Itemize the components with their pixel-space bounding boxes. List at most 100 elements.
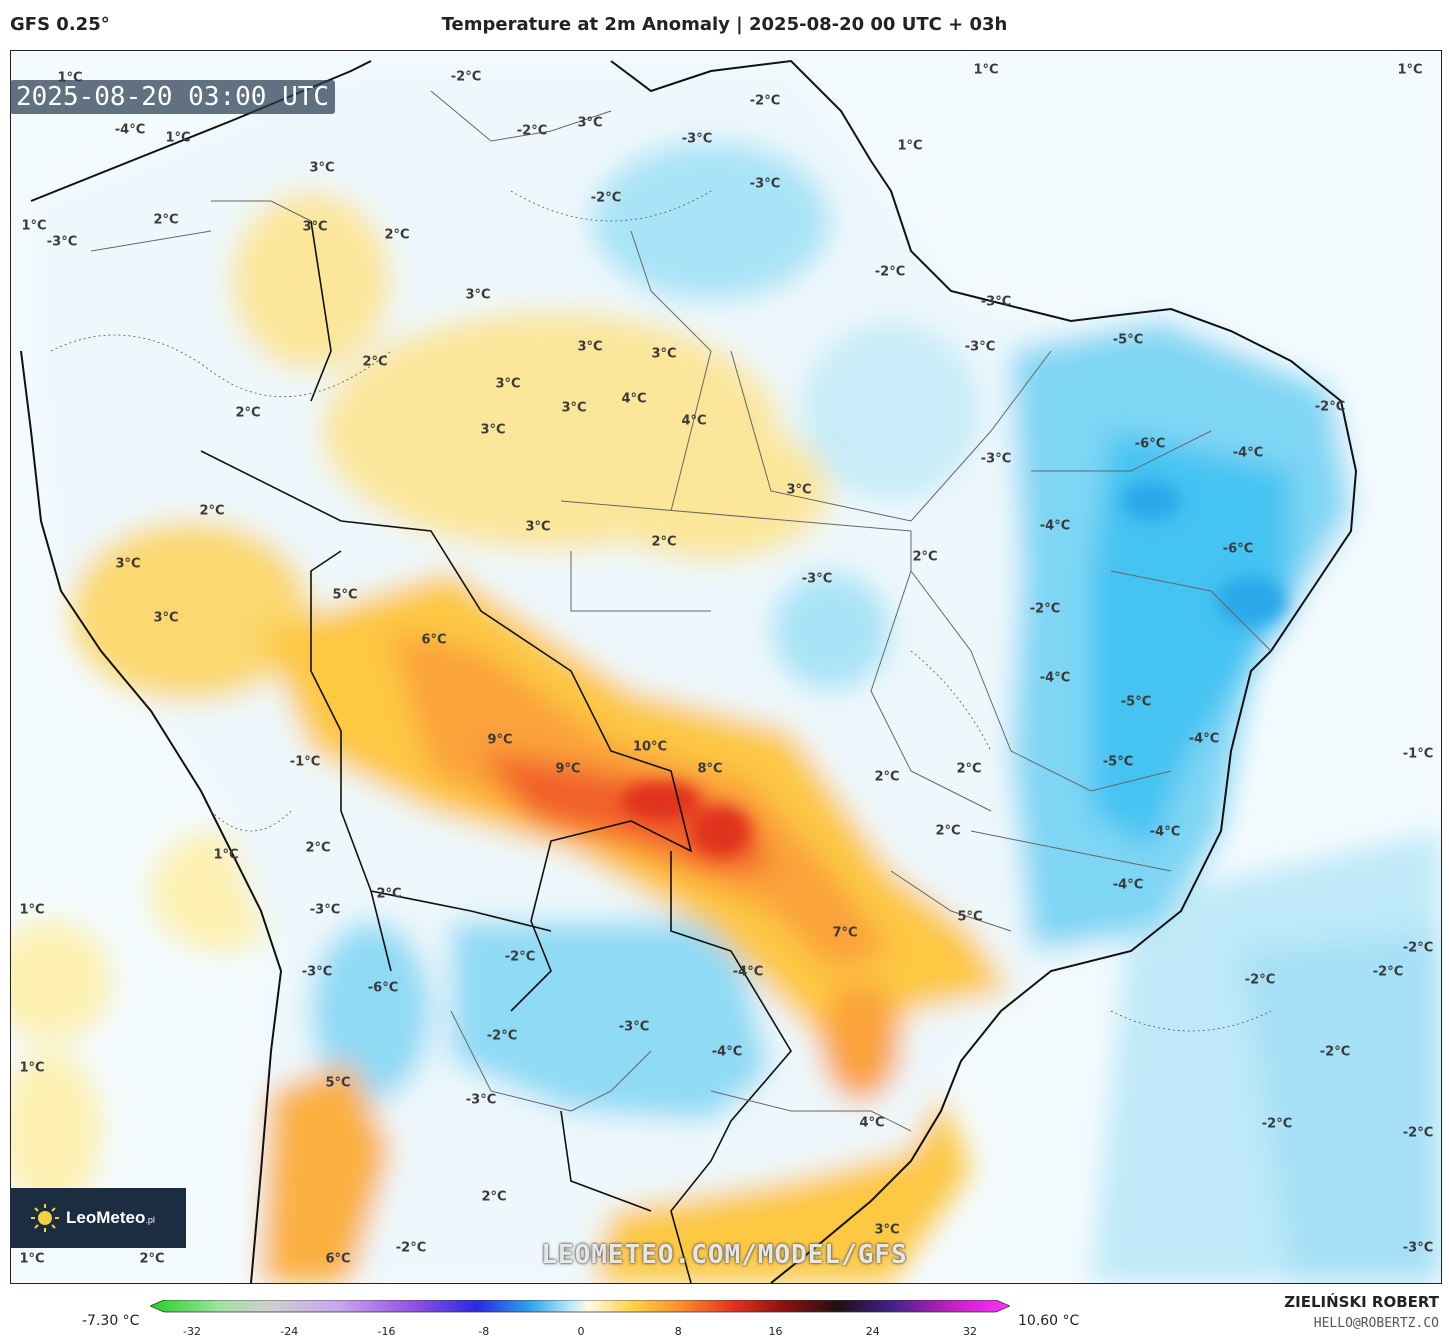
- anomaly-label: -3°C: [46, 234, 78, 250]
- anomaly-label: 3°C: [115, 556, 141, 572]
- anomaly-label: 2°C: [139, 1251, 165, 1267]
- anomaly-label: -2°C: [1244, 972, 1276, 988]
- anomaly-label: -4°C: [711, 1044, 743, 1060]
- anomaly-label: -3°C: [301, 964, 333, 980]
- anomaly-label: 1°C: [1397, 62, 1423, 78]
- anomaly-label: 5°C: [332, 587, 358, 603]
- anomaly-label: 10°C: [632, 739, 668, 755]
- anomaly-label: 2°C: [153, 212, 179, 228]
- anomaly-label: 4°C: [859, 1115, 885, 1131]
- anomaly-label: 2°C: [651, 534, 677, 550]
- anomaly-label: 2°C: [235, 405, 261, 421]
- anomaly-label: 7°C: [832, 925, 858, 941]
- anomaly-label: 2°C: [874, 769, 900, 785]
- anomaly-label: -2°C: [1029, 601, 1061, 617]
- anomaly-label: 2°C: [305, 840, 331, 856]
- anomaly-label: -3°C: [801, 571, 833, 587]
- colorbar-tick: 8: [674, 1325, 682, 1338]
- anomaly-label: -4°C: [1112, 877, 1144, 893]
- anomaly-label: -6°C: [1222, 541, 1254, 557]
- anomaly-label: -1°C: [1402, 746, 1434, 762]
- colorbar-tick: -16: [377, 1325, 396, 1338]
- anomaly-label: 3°C: [465, 287, 491, 303]
- anomaly-label: -6°C: [1134, 436, 1166, 452]
- model-url-watermark: LEOMETEO.COM/MODEL/GFS: [541, 1240, 908, 1270]
- anomaly-label: 1°C: [19, 1251, 45, 1267]
- anomaly-label: -4°C: [1039, 670, 1071, 686]
- anomaly-label: 5°C: [957, 909, 983, 925]
- colorbar-tick: 24: [865, 1325, 880, 1338]
- anomaly-label: -2°C: [1261, 1116, 1293, 1132]
- anomaly-label: 4°C: [681, 413, 707, 429]
- anomaly-label: 2°C: [384, 227, 410, 243]
- colorbar-tick: -24: [280, 1325, 299, 1338]
- anomaly-label: 1°C: [19, 902, 45, 918]
- state-borders: [90, 90, 1272, 1132]
- leometeo-logo[interactable]: LeoMeteo.pl: [10, 1188, 186, 1248]
- anomaly-label: 3°C: [786, 482, 812, 498]
- anomaly-label: -2°C: [516, 123, 548, 139]
- anomaly-label: -3°C: [465, 1092, 497, 1108]
- sun-icon: [30, 1203, 60, 1233]
- logo-wordmark: LeoMeteo.pl: [66, 1208, 155, 1227]
- anomaly-label: -5°C: [1120, 694, 1152, 710]
- anomaly-label: -4°C: [1188, 731, 1220, 747]
- anomaly-label: -2°C: [395, 1240, 427, 1256]
- anomaly-label: -2°C: [1314, 399, 1346, 415]
- valid-time-badge: 2025-08-20 03:00 UTC: [10, 80, 336, 114]
- anomaly-label: -5°C: [1102, 754, 1134, 770]
- anomaly-label: 3°C: [480, 422, 506, 438]
- anomaly-label: 1°C: [21, 218, 47, 234]
- anomaly-label: -2°C: [1402, 1125, 1434, 1141]
- anomaly-label: 3°C: [309, 160, 335, 176]
- anomaly-label: 3°C: [651, 346, 677, 362]
- anomaly-label: 9°C: [487, 732, 513, 748]
- anomaly-label: 1°C: [897, 138, 923, 154]
- anomaly-label: -2°C: [749, 93, 781, 109]
- anomaly-label: -2°C: [1402, 940, 1434, 956]
- anomaly-label: -4°C: [1149, 824, 1181, 840]
- colorbar-tick: 0: [577, 1325, 585, 1338]
- colorbar: [150, 1300, 1010, 1313]
- anomaly-label: -2°C: [1319, 1044, 1351, 1060]
- anomaly-label: -2°C: [1372, 964, 1404, 980]
- anomaly-label: 2°C: [956, 761, 982, 777]
- anomaly-label: 2°C: [362, 354, 388, 370]
- colorbar-tick: -8: [478, 1325, 490, 1338]
- anomaly-label: 1°C: [165, 130, 191, 146]
- anomaly-label: -4°C: [1039, 518, 1071, 534]
- anomaly-label: 3°C: [495, 376, 521, 392]
- anomaly-label: 3°C: [874, 1222, 900, 1238]
- anomaly-map[interactable]: 1°C 1°C 1°C -2°C 3°C -2°C -4°C 1°C -2°C -3°C 1°C 3°…: [10, 50, 1442, 1284]
- anomaly-label: 2°C: [376, 886, 402, 902]
- anomaly-label: 2°C: [199, 503, 225, 519]
- anomaly-label: -3°C: [980, 294, 1012, 310]
- anomaly-label: 3°C: [577, 115, 603, 131]
- anomaly-label: 2°C: [481, 1189, 507, 1205]
- anomaly-label: 5°C: [325, 1075, 351, 1091]
- anomaly-label: 6°C: [325, 1251, 351, 1267]
- anomaly-label: -3°C: [964, 339, 996, 355]
- anomaly-label: 6°C: [421, 632, 447, 648]
- anomaly-label: -3°C: [1402, 1240, 1434, 1256]
- anomaly-label: -1°C: [289, 754, 321, 770]
- anomaly-label: -3°C: [980, 451, 1012, 467]
- colorbar-max-label: 10.60 °C: [1018, 1313, 1080, 1329]
- colorbar-tick: -32: [183, 1325, 201, 1338]
- coastline: [20, 59, 1358, 1283]
- anomaly-label: 3°C: [302, 219, 328, 235]
- anomaly-label: 9°C: [555, 761, 581, 777]
- anomaly-label: -3°C: [681, 131, 713, 147]
- anomaly-label: -4°C: [114, 122, 146, 138]
- author-email[interactable]: HELLO@ROBERTZ.CO: [1313, 1316, 1439, 1331]
- anomaly-label: 1°C: [973, 62, 999, 78]
- anomaly-label: 4°C: [621, 391, 647, 407]
- anomaly-label: 1°C: [213, 847, 239, 863]
- anomaly-label: -2°C: [590, 190, 622, 206]
- anomaly-label: -4°C: [732, 964, 764, 980]
- anomaly-label: 3°C: [561, 400, 587, 416]
- colorbar-tick: 16: [768, 1325, 783, 1338]
- model-name: GFS 0.25°: [10, 14, 110, 35]
- anomaly-label: 3°C: [525, 519, 551, 535]
- anomaly-label: 2°C: [935, 823, 961, 839]
